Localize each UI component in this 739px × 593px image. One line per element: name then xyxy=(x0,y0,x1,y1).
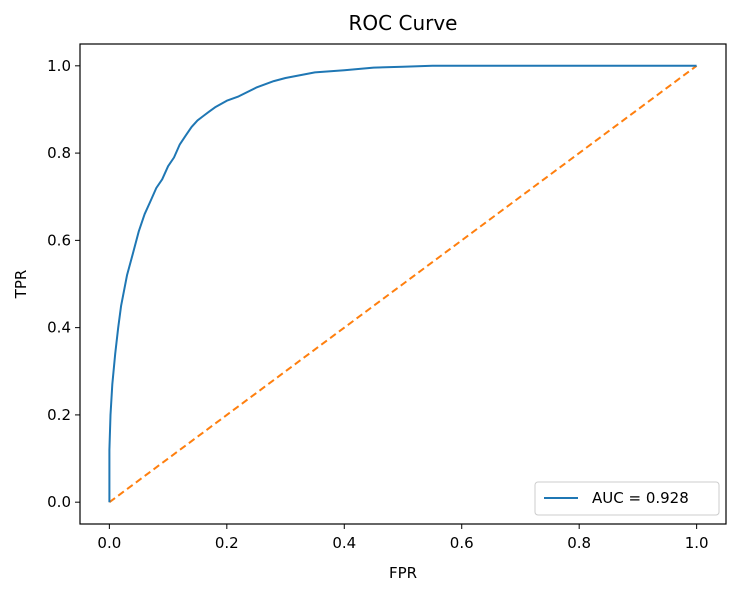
chance-line xyxy=(108,64,698,504)
legend-box xyxy=(534,481,720,516)
y-tick-label: 0.8 xyxy=(47,144,71,162)
y-tick-label: 0.0 xyxy=(47,493,71,511)
x-tick-label: 0.4 xyxy=(332,534,356,552)
y-tick-label: 0.2 xyxy=(47,406,71,424)
y-tick-label: 0.6 xyxy=(47,231,71,249)
x-axis-label: FPR xyxy=(389,564,417,582)
x-axis: 0.0 0.2 0.4 0.6 0.8 1.0 xyxy=(97,524,709,552)
x-tick-label: 1.0 xyxy=(685,534,709,552)
plot-frame xyxy=(79,43,727,525)
y-tick-label: 1.0 xyxy=(47,57,71,75)
y-axis: 0.0 0.2 0.4 0.6 0.8 1.0 xyxy=(47,57,80,511)
legend: AUC = 0.928 xyxy=(534,481,720,516)
x-tick-label: 0.0 xyxy=(97,534,121,552)
chart-title: ROC Curve xyxy=(349,11,458,35)
roc-curve-line xyxy=(108,64,697,503)
series-layer xyxy=(108,64,698,504)
legend-label: AUC = 0.928 xyxy=(592,489,689,507)
x-tick-label: 0.6 xyxy=(450,534,474,552)
x-tick-label: 0.2 xyxy=(215,534,239,552)
y-axis-label: TPR xyxy=(12,270,30,300)
y-tick-label: 0.4 xyxy=(47,319,71,337)
x-tick-label: 0.8 xyxy=(567,534,591,552)
